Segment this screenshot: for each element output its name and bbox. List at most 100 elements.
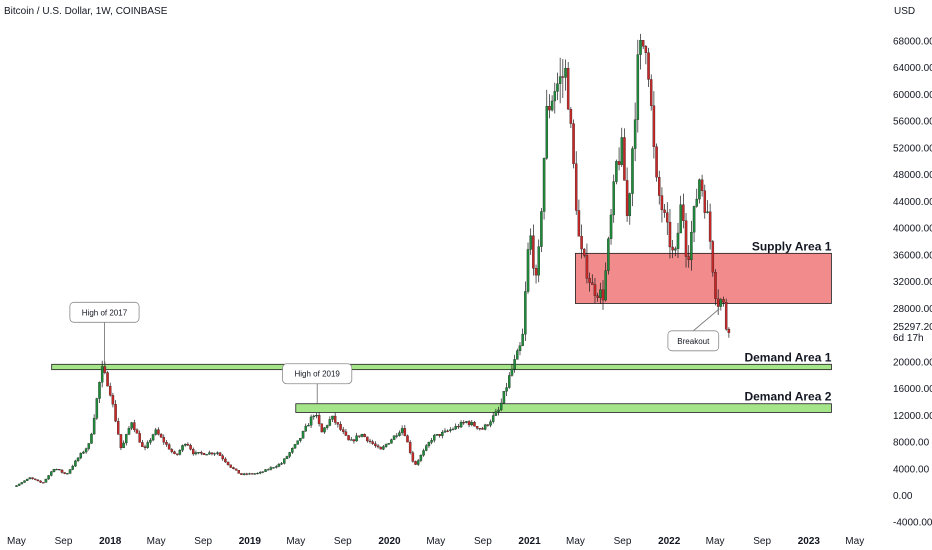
price-axis[interactable]: 68000.00 64000.00 60000.00 56000.00 52000.00… xyxy=(893,36,932,528)
candle-up xyxy=(272,467,275,469)
candle-down xyxy=(226,461,230,465)
candle-up xyxy=(564,68,567,78)
candle-up xyxy=(692,206,696,233)
candle-down xyxy=(162,437,166,443)
x-tick-label: May xyxy=(426,536,445,547)
candle-down xyxy=(601,289,605,301)
candle-down xyxy=(574,163,578,211)
candle-down xyxy=(170,449,174,452)
candle-up xyxy=(20,482,24,485)
x-tick-label: Sep xyxy=(334,536,352,547)
candle-down xyxy=(652,105,656,147)
y-tick-label: 48000.00 xyxy=(893,170,932,181)
callouts-layer: High of 2017 High of 2019 Breakout xyxy=(69,301,720,404)
candle-down xyxy=(108,385,112,396)
candle-down xyxy=(588,278,591,283)
candle-up xyxy=(459,422,463,428)
candle-down xyxy=(116,421,120,435)
candle-up xyxy=(100,366,104,383)
chart-title: Bitcoin / U.S. Dollar, 1W, COINBASE xyxy=(4,6,168,17)
candle-up xyxy=(181,445,184,451)
candle-down xyxy=(585,255,589,279)
candle-up xyxy=(628,193,632,216)
candle-down xyxy=(408,441,412,453)
candle-down xyxy=(341,429,345,432)
y-tick-label: 32000.00 xyxy=(893,277,932,288)
candle-up xyxy=(612,181,615,216)
candle-up xyxy=(392,435,396,440)
candle-up xyxy=(719,299,723,307)
candle-down xyxy=(358,435,361,437)
x-tick-label: 2020 xyxy=(378,536,401,547)
candle-down xyxy=(703,190,707,213)
callout-text: High of 2017 xyxy=(82,308,128,317)
candle-down xyxy=(625,180,629,216)
zones-layer xyxy=(51,252,832,413)
candle-up xyxy=(540,211,543,247)
candle-up xyxy=(248,473,251,475)
candle-down xyxy=(467,421,471,426)
candle-down xyxy=(566,68,570,110)
x-tick-label: Sep xyxy=(194,536,212,547)
candle-up xyxy=(465,421,468,423)
candle-up xyxy=(283,458,286,464)
candle-up xyxy=(382,446,385,450)
candle-up xyxy=(604,270,607,301)
candle-down xyxy=(655,146,658,178)
candle-up xyxy=(98,382,101,399)
candle-up xyxy=(620,137,624,165)
candle-down xyxy=(186,443,190,446)
y-tick-label: 68000.00 xyxy=(893,36,932,47)
candle-down xyxy=(481,428,484,430)
x-tick-label: May xyxy=(706,536,725,547)
candle-down xyxy=(406,435,409,443)
candle-down xyxy=(532,235,535,269)
candle-down xyxy=(403,428,407,436)
candle-up xyxy=(599,289,602,298)
y-tick-label: 40000.00 xyxy=(893,224,932,235)
callout-pointer xyxy=(693,308,720,332)
candle-down xyxy=(687,256,690,261)
candle-up xyxy=(518,345,522,351)
candle-down xyxy=(724,302,728,330)
candle-up xyxy=(558,76,562,84)
y-tick-label: 56000.00 xyxy=(893,117,932,128)
candle-up xyxy=(454,426,457,430)
y-tick-label: 28000.00 xyxy=(893,304,932,315)
candle-down xyxy=(376,445,380,448)
candle-up xyxy=(497,409,500,412)
candle-up xyxy=(242,473,246,475)
candle-down xyxy=(716,298,720,307)
x-tick-label: May xyxy=(566,536,585,547)
candle-down xyxy=(663,209,666,213)
candle-up xyxy=(435,434,439,436)
candle-down xyxy=(457,426,460,428)
candle-down xyxy=(320,423,324,433)
last-price-label: 25297.20 xyxy=(893,322,932,333)
candle-up xyxy=(502,391,506,404)
candle-down xyxy=(722,299,725,303)
callout-box xyxy=(282,363,353,385)
candle-down xyxy=(727,328,731,333)
time-axis[interactable]: May Sep 2018 May Sep 2019 May Sep 2020 May Sep 2021… xyxy=(7,536,864,547)
candle-down xyxy=(200,452,203,454)
candle-up xyxy=(529,235,532,250)
candle-down xyxy=(240,473,243,475)
x-tick-label: Sep xyxy=(474,536,492,547)
candle-down xyxy=(700,179,704,191)
y-tick-label: 4000.00 xyxy=(893,464,930,475)
candle-down xyxy=(103,366,107,373)
y-tick-label: 60000.00 xyxy=(893,90,932,101)
x-tick-label: May xyxy=(845,536,864,547)
candle-down xyxy=(374,443,377,446)
y-tick-label: 20000.00 xyxy=(893,357,932,368)
candle-up xyxy=(553,91,557,102)
x-tick-label: Sep xyxy=(753,536,771,547)
y-tick-label: 36000.00 xyxy=(893,250,932,261)
candle-up xyxy=(633,119,637,149)
callout-text: High of 2019 xyxy=(295,370,341,379)
candle-up xyxy=(679,204,682,234)
candle-up xyxy=(676,232,680,249)
candle-down xyxy=(60,469,64,473)
